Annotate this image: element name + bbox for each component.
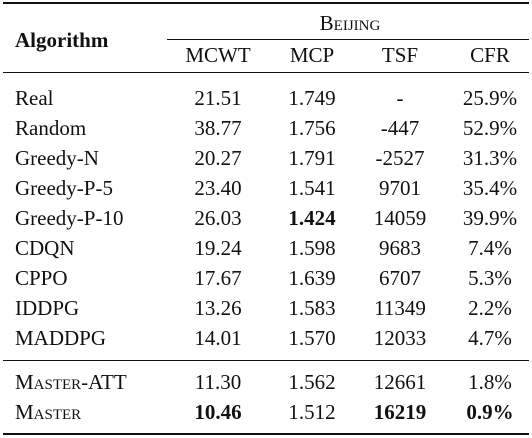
cell-mcp: 1.639 [288, 266, 336, 290]
cell-tsf: - [396, 86, 404, 110]
cell-tsf: 9683 [379, 236, 421, 260]
algorithm-name: Greedy-P-10 [15, 206, 124, 230]
cell-cfr: 35.4% [462, 176, 518, 200]
algorithm-name: Master [15, 400, 82, 424]
algorithm-name: Greedy-P-5 [15, 176, 113, 200]
cell-cfr: 1.8% [468, 370, 512, 394]
cell-mcwt: 10.46 [194, 400, 242, 424]
cell-mcwt: 19.24 [194, 236, 242, 260]
cell-tsf: 6707 [379, 266, 421, 290]
cell-mcwt: 23.40 [194, 176, 242, 200]
cell-cfr: 2.2% [468, 296, 512, 320]
column-header-tsf: TSF [381, 43, 419, 67]
cell-tsf: -447 [380, 116, 420, 140]
cell-tsf: -2527 [375, 146, 425, 170]
column-header-cfr: CFR [470, 43, 510, 67]
algorithm-name: CDQN [15, 236, 75, 260]
top-rule [3, 2, 529, 4]
cell-mcp: 1.583 [288, 296, 336, 320]
algorithm-name: Random [15, 116, 87, 140]
cell-mcp: 1.570 [288, 326, 336, 350]
bottom-rule [3, 433, 529, 435]
cell-mcwt: 21.51 [194, 86, 242, 110]
cell-tsf: 14059 [373, 206, 427, 230]
cell-cfr: 25.9% [462, 86, 518, 110]
cell-mcp: 1.749 [288, 86, 336, 110]
algorithm-name: Master-ATT [15, 370, 127, 394]
cell-cfr: 0.9% [466, 400, 514, 424]
group-underline [167, 39, 529, 40]
cell-cfr: 31.3% [462, 146, 518, 170]
header-rule [3, 72, 529, 73]
cell-mcwt: 26.03 [194, 206, 242, 230]
cell-mcp: 1.541 [288, 176, 336, 200]
section-rule [3, 360, 529, 361]
cell-tsf: 12033 [373, 326, 427, 350]
cell-mcwt: 14.01 [194, 326, 242, 350]
column-header-mcwt: MCWT [185, 43, 251, 67]
cell-tsf: 12661 [373, 370, 427, 394]
cell-tsf: 16219 [373, 400, 427, 424]
cell-tsf: 11349 [374, 296, 426, 320]
cell-mcwt: 11.30 [194, 370, 242, 394]
algorithm-name: Greedy-N [15, 146, 99, 170]
column-header-mcp: MCP [289, 43, 335, 67]
cell-mcp: 1.756 [288, 116, 336, 140]
group-header-beijing: Beijing [319, 11, 381, 35]
algorithm-name: Real [15, 86, 54, 110]
cell-cfr: 5.3% [468, 266, 512, 290]
cell-mcwt: 20.27 [194, 146, 242, 170]
cell-cfr: 52.9% [462, 116, 518, 140]
algorithm-name: CPPO [15, 266, 68, 290]
cell-mcp: 1.562 [288, 370, 336, 394]
cell-cfr: 4.7% [468, 326, 512, 350]
cell-mcwt: 17.67 [194, 266, 242, 290]
cell-mcwt: 13.26 [194, 296, 242, 320]
cell-cfr: 39.9% [462, 206, 518, 230]
algorithm-name: MADDPG [15, 326, 107, 350]
algorithm-name: IDDPG [15, 296, 80, 320]
cell-mcp: 1.424 [288, 206, 336, 230]
cell-mcp: 1.598 [288, 236, 336, 260]
algorithm-header: Algorithm [15, 28, 109, 52]
cell-mcwt: 38.77 [194, 116, 242, 140]
cell-cfr: 7.4% [468, 236, 512, 260]
cell-tsf: 9701 [379, 176, 421, 200]
cell-mcp: 1.512 [288, 400, 336, 424]
cell-mcp: 1.791 [288, 146, 336, 170]
